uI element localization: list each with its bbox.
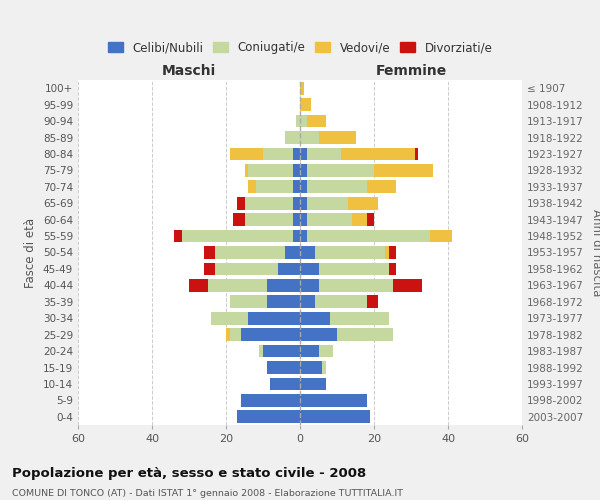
Bar: [300, 180, 307, 193]
Bar: [237, 410, 300, 423]
Bar: [296, 114, 300, 128]
Text: Maschi: Maschi: [162, 64, 216, 78]
Bar: [307, 230, 430, 242]
Bar: [300, 213, 307, 226]
Bar: [293, 213, 300, 226]
Bar: [389, 246, 396, 259]
Bar: [245, 213, 293, 226]
Bar: [285, 246, 300, 259]
Bar: [248, 180, 256, 193]
Bar: [319, 279, 392, 292]
Bar: [307, 148, 341, 160]
Bar: [208, 279, 266, 292]
Bar: [315, 296, 367, 308]
Bar: [245, 197, 293, 209]
Bar: [204, 246, 215, 259]
Text: COMUNE DI TONCO (AT) - Dati ISTAT 1° gennaio 2008 - Elaborazione TUTTITALIA.IT: COMUNE DI TONCO (AT) - Dati ISTAT 1° gen…: [12, 489, 403, 498]
Bar: [307, 197, 348, 209]
Bar: [307, 180, 367, 193]
Bar: [226, 328, 230, 341]
Bar: [319, 131, 355, 144]
Bar: [300, 148, 307, 160]
Bar: [367, 213, 374, 226]
Bar: [300, 131, 319, 144]
Bar: [367, 180, 396, 193]
Bar: [300, 164, 307, 177]
Bar: [300, 114, 307, 128]
Bar: [248, 164, 293, 177]
Bar: [241, 328, 300, 341]
Bar: [263, 344, 300, 358]
Bar: [300, 279, 319, 292]
Y-axis label: Fasce di età: Fasce di età: [25, 218, 37, 288]
Bar: [307, 164, 374, 177]
Bar: [300, 98, 311, 111]
Bar: [307, 114, 326, 128]
Bar: [300, 328, 337, 341]
Text: Femmine: Femmine: [376, 64, 446, 78]
Bar: [285, 131, 300, 144]
Bar: [300, 394, 367, 407]
Bar: [300, 361, 322, 374]
Bar: [271, 378, 300, 390]
Bar: [385, 246, 389, 259]
Bar: [300, 410, 370, 423]
Bar: [230, 328, 241, 341]
Bar: [300, 230, 307, 242]
Bar: [367, 296, 378, 308]
Y-axis label: Anni di nascita: Anni di nascita: [590, 209, 600, 296]
Bar: [259, 344, 263, 358]
Legend: Celibi/Nubili, Coniugati/e, Vedovi/e, Divorziati/e: Celibi/Nubili, Coniugati/e, Vedovi/e, Di…: [104, 38, 496, 58]
Bar: [266, 279, 300, 292]
Bar: [215, 246, 285, 259]
Bar: [263, 148, 293, 160]
Bar: [337, 328, 392, 341]
Bar: [300, 312, 329, 324]
Bar: [211, 312, 248, 324]
Bar: [230, 148, 263, 160]
Bar: [392, 279, 422, 292]
Bar: [293, 197, 300, 209]
Bar: [293, 164, 300, 177]
Bar: [415, 148, 418, 160]
Bar: [307, 213, 352, 226]
Bar: [348, 197, 378, 209]
Bar: [300, 246, 315, 259]
Bar: [230, 296, 266, 308]
Bar: [174, 230, 182, 242]
Bar: [237, 197, 245, 209]
Bar: [266, 296, 300, 308]
Bar: [352, 213, 367, 226]
Bar: [329, 312, 389, 324]
Bar: [430, 230, 452, 242]
Bar: [300, 197, 307, 209]
Bar: [300, 344, 319, 358]
Bar: [189, 279, 208, 292]
Bar: [233, 213, 245, 226]
Bar: [322, 361, 326, 374]
Bar: [315, 246, 385, 259]
Bar: [278, 262, 300, 276]
Bar: [293, 148, 300, 160]
Bar: [266, 361, 300, 374]
Bar: [248, 312, 300, 324]
Bar: [293, 230, 300, 242]
Bar: [245, 164, 248, 177]
Bar: [300, 262, 319, 276]
Bar: [293, 180, 300, 193]
Bar: [182, 230, 293, 242]
Bar: [389, 262, 396, 276]
Bar: [374, 164, 433, 177]
Bar: [215, 262, 278, 276]
Bar: [319, 262, 389, 276]
Bar: [341, 148, 415, 160]
Bar: [300, 378, 326, 390]
Bar: [256, 180, 293, 193]
Text: Popolazione per età, sesso e stato civile - 2008: Popolazione per età, sesso e stato civil…: [12, 468, 366, 480]
Bar: [300, 82, 304, 94]
Bar: [241, 394, 300, 407]
Bar: [319, 344, 334, 358]
Bar: [300, 296, 315, 308]
Bar: [204, 262, 215, 276]
